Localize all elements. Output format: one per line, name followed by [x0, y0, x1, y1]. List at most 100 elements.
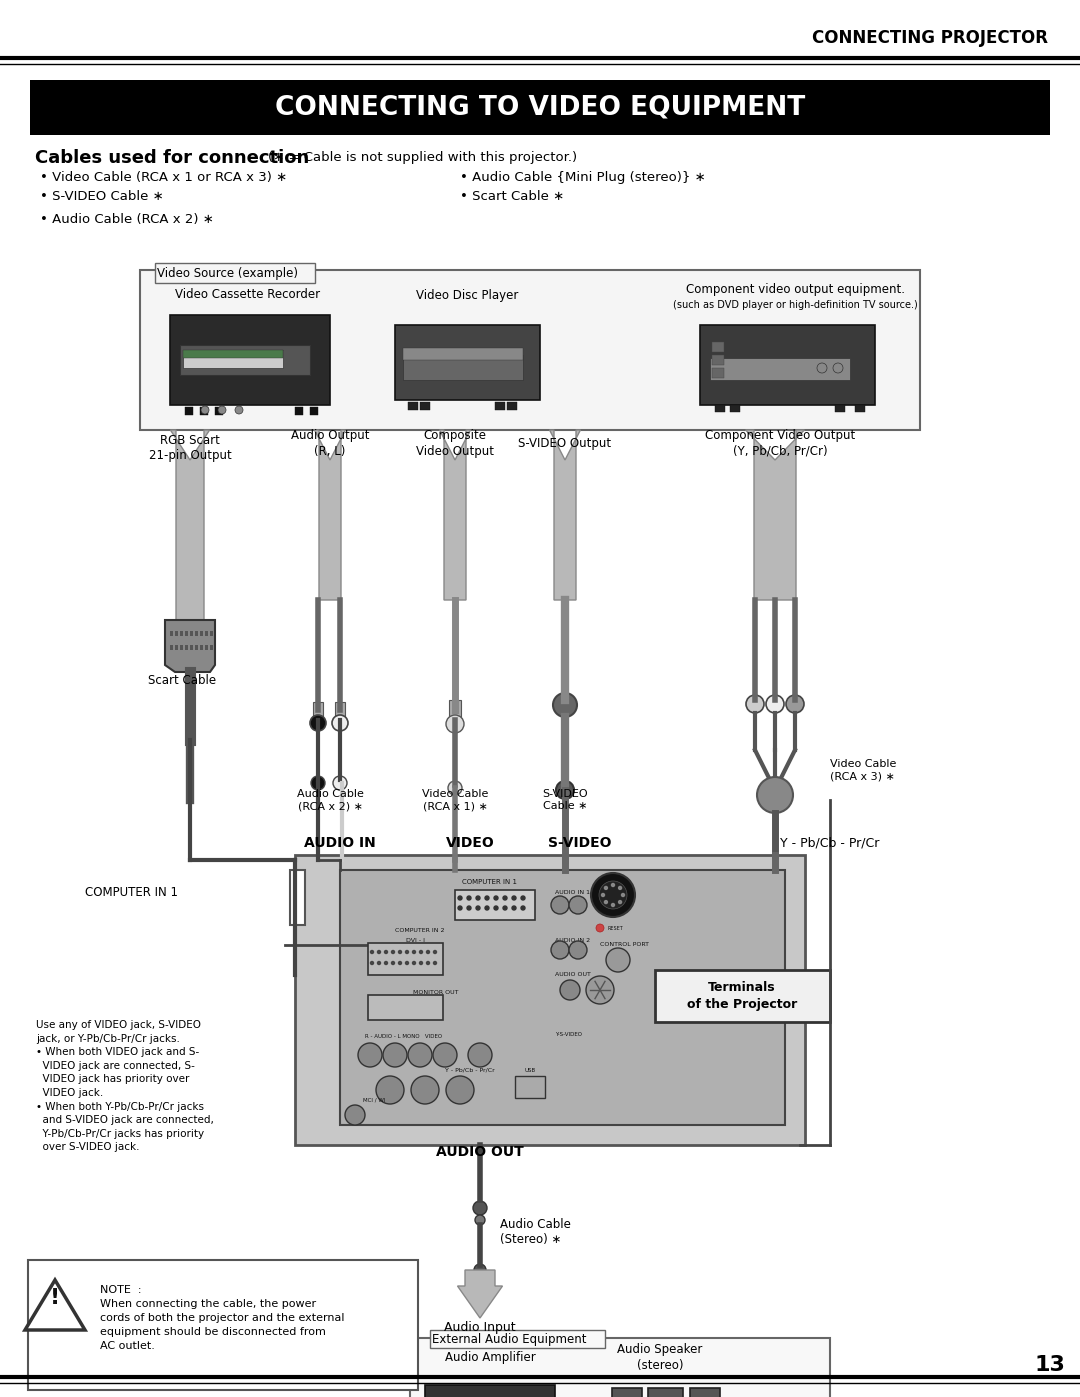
Bar: [175, 645, 178, 650]
Bar: [30, 80, 1050, 136]
Circle shape: [332, 715, 348, 731]
Bar: [175, 631, 178, 636]
Bar: [180, 345, 310, 374]
Bar: [170, 314, 330, 405]
Bar: [183, 351, 283, 367]
Circle shape: [468, 1044, 492, 1067]
Polygon shape: [745, 430, 805, 599]
Circle shape: [512, 907, 516, 909]
Text: Audio Cable
(RCA x 2) ∗: Audio Cable (RCA x 2) ∗: [297, 789, 364, 812]
Circle shape: [427, 950, 430, 954]
Circle shape: [605, 887, 607, 890]
Bar: [190, 645, 193, 650]
Bar: [170, 645, 173, 650]
Text: AUDIO OUT: AUDIO OUT: [436, 1146, 524, 1160]
Text: Audio Output
(R, L): Audio Output (R, L): [291, 429, 369, 457]
Circle shape: [405, 961, 408, 964]
Text: AUDIO IN 1: AUDIO IN 1: [555, 890, 590, 895]
Text: • Scart Cable ∗: • Scart Cable ∗: [460, 190, 564, 203]
Circle shape: [378, 961, 380, 964]
Circle shape: [766, 694, 784, 712]
Circle shape: [503, 895, 507, 900]
Bar: [295, 407, 303, 415]
Polygon shape: [440, 430, 471, 599]
Text: CONNECTING PROJECTOR: CONNECTING PROJECTOR: [812, 29, 1048, 47]
Circle shape: [467, 895, 471, 900]
Circle shape: [556, 781, 573, 799]
Bar: [455, 890, 535, 921]
Circle shape: [476, 895, 480, 900]
Text: External Audio Equipment: External Audio Equipment: [432, 1333, 586, 1345]
Bar: [710, 358, 850, 380]
Circle shape: [333, 775, 347, 789]
Bar: [313, 703, 323, 719]
Circle shape: [485, 895, 489, 900]
Bar: [420, 402, 430, 409]
Bar: [449, 700, 461, 719]
Bar: [855, 405, 865, 412]
Bar: [507, 402, 517, 409]
Circle shape: [413, 961, 416, 964]
Bar: [215, 407, 222, 415]
Circle shape: [619, 887, 622, 890]
Circle shape: [816, 363, 827, 373]
Circle shape: [384, 961, 388, 964]
Text: RGB Scart
21-pin Output: RGB Scart 21-pin Output: [149, 433, 231, 462]
Circle shape: [521, 907, 525, 909]
Circle shape: [458, 907, 462, 909]
Text: (∗ = Cable is not supplied with this projector.): (∗ = Cable is not supplied with this pro…: [268, 151, 577, 165]
Text: • Audio Cable (RCA x 2) ∗: • Audio Cable (RCA x 2) ∗: [40, 214, 214, 226]
Bar: [648, 1389, 683, 1397]
Polygon shape: [458, 1270, 502, 1317]
Text: RESET: RESET: [608, 925, 624, 930]
Bar: [612, 1389, 642, 1397]
Bar: [410, 1338, 831, 1397]
Circle shape: [786, 694, 804, 712]
Text: Y - Pb/Cb - Pr/Cr: Y - Pb/Cb - Pr/Cr: [781, 837, 880, 849]
Text: Audio Input: Audio Input: [444, 1322, 516, 1334]
Circle shape: [467, 907, 471, 909]
Bar: [690, 1389, 720, 1397]
Bar: [295, 855, 805, 1146]
Text: Audio Speaker
(stereo): Audio Speaker (stereo): [618, 1344, 703, 1372]
Text: NOTE  :
When connecting the cable, the power
cords of both the projector and the: NOTE : When connecting the cable, the po…: [100, 1285, 345, 1351]
Text: • Audio Cable {Mini Plug (stereo)} ∗: • Audio Cable {Mini Plug (stereo)} ∗: [460, 172, 705, 184]
Bar: [210, 645, 213, 650]
Polygon shape: [314, 430, 346, 599]
Circle shape: [551, 942, 569, 958]
Circle shape: [378, 950, 380, 954]
Circle shape: [433, 1044, 457, 1067]
Text: Scart Cable: Scart Cable: [148, 673, 216, 686]
Circle shape: [433, 950, 436, 954]
Bar: [205, 645, 208, 650]
Text: (such as DVD player or high-definition TV source.): (such as DVD player or high-definition T…: [673, 300, 917, 310]
Circle shape: [833, 363, 843, 373]
Bar: [140, 270, 920, 430]
Circle shape: [621, 894, 624, 897]
Bar: [291, 870, 305, 925]
Circle shape: [569, 942, 588, 958]
Circle shape: [384, 950, 388, 954]
Circle shape: [345, 1105, 365, 1125]
Bar: [340, 870, 785, 1125]
Text: Audio Cable
(Stereo) ∗: Audio Cable (Stereo) ∗: [500, 1218, 571, 1246]
Bar: [190, 631, 193, 636]
Circle shape: [521, 895, 525, 900]
Bar: [156, 263, 315, 284]
Bar: [712, 355, 724, 365]
Circle shape: [419, 961, 422, 964]
Bar: [395, 326, 540, 400]
Text: Video Cassette Recorder: Video Cassette Recorder: [175, 289, 321, 302]
Circle shape: [494, 907, 498, 909]
Circle shape: [512, 895, 516, 900]
Text: Use any of VIDEO jack, S-VIDEO
jack, or Y-Pb/Cb-Pr/Cr jacks.
• When both VIDEO j: Use any of VIDEO jack, S-VIDEO jack, or …: [36, 1020, 214, 1153]
Text: Y - Pb/Cb - Pr/Cr: Y - Pb/Cb - Pr/Cr: [445, 1067, 495, 1073]
Circle shape: [596, 923, 604, 932]
Bar: [403, 355, 523, 380]
Text: !: !: [50, 1288, 60, 1308]
Circle shape: [433, 961, 436, 964]
Circle shape: [391, 961, 394, 964]
Text: Terminals
of the Projector: Terminals of the Projector: [687, 981, 797, 1011]
Text: DVI - I: DVI - I: [405, 937, 424, 943]
Bar: [835, 405, 845, 412]
